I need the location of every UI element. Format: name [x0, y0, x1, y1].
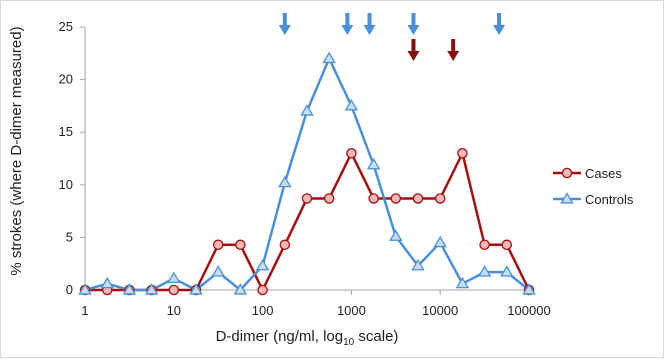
series-line-controls [84, 57, 530, 292]
data-point-controls [211, 265, 225, 277]
data-point-cases [212, 239, 224, 251]
data-point-controls [477, 265, 492, 277]
x-axis-title-main: D-dimer (ng/ml, log [216, 328, 344, 345]
annotation-arrow [407, 39, 420, 61]
data-point-cases [257, 284, 268, 296]
x-tick-label: 100 [252, 303, 274, 318]
data-point-cases [434, 193, 446, 204]
y-tick-label: 25 [59, 19, 73, 34]
data-point-cases [368, 193, 379, 204]
data-point-controls [522, 283, 536, 295]
data-point-controls [500, 265, 514, 277]
annotation-arrow [278, 13, 291, 35]
x-tick-label: 10000 [422, 303, 458, 318]
x-axis-title-suffix: scale) [354, 328, 398, 345]
data-point-controls [455, 276, 470, 289]
data-point-controls [366, 157, 381, 170]
data-point-cases [457, 147, 468, 159]
legend: Cases Controls [553, 166, 634, 207]
annotation-arrow [363, 13, 376, 35]
annotation-arrow [407, 13, 420, 35]
data-point-controls [255, 258, 270, 271]
data-point-cases [346, 147, 357, 159]
x-axis-title-subscript: 10 [343, 337, 355, 348]
data-point-controls [189, 283, 203, 295]
data-point-controls [300, 104, 314, 116]
data-point-controls [144, 283, 159, 295]
data-point-cases [323, 193, 335, 204]
data-point-cases [279, 239, 291, 251]
annotation-arrow [447, 39, 460, 61]
legend-marker-controls [560, 192, 574, 204]
data-point-cases [301, 193, 313, 204]
legend-label-cases: Cases [585, 166, 622, 181]
data-point-controls [411, 258, 425, 271]
tick-labels: 0 5 10 15 20 25 1 10 100 1000 10000 100000 [59, 19, 551, 318]
data-point-controls [122, 283, 137, 295]
x-tick-label: 1 [81, 303, 88, 318]
data-point-controls [322, 51, 336, 64]
x-tick-label: 10 [167, 303, 181, 318]
series-group [78, 51, 536, 296]
y-tick-label: 10 [59, 177, 73, 192]
data-point-controls [78, 283, 92, 295]
data-point-controls [167, 271, 181, 283]
y-tick-label: 5 [66, 229, 73, 244]
data-point-cases [501, 239, 513, 251]
data-point-cases [479, 239, 490, 251]
annotation-arrows [278, 13, 506, 61]
data-point-controls [100, 276, 114, 289]
data-point-controls [278, 175, 292, 188]
axes [80, 26, 530, 295]
x-axis-title: D-dimer (ng/ml, log10 scale) [216, 328, 399, 348]
legend-marker-cases [561, 167, 573, 179]
data-point-controls [433, 235, 447, 248]
data-point-cases [412, 193, 424, 204]
data-point-cases [390, 193, 402, 204]
x-tick-label: 100000 [507, 303, 550, 318]
data-point-controls [233, 283, 248, 295]
data-point-controls [344, 99, 359, 111]
x-tick-label: 1000 [337, 303, 366, 318]
data-point-controls [389, 229, 403, 241]
y-tick-label: 15 [59, 124, 73, 139]
y-tick-label: 0 [66, 282, 73, 297]
data-point-cases [168, 284, 180, 296]
data-point-cases [235, 239, 246, 251]
annotation-arrow [341, 13, 354, 35]
y-tick-label: 20 [59, 72, 73, 87]
legend-label-controls: Controls [585, 192, 634, 207]
series-line-cases [85, 151, 531, 292]
y-axis-title: % strokes (where D-dimer measured) [8, 26, 25, 275]
annotation-arrow [493, 13, 506, 35]
